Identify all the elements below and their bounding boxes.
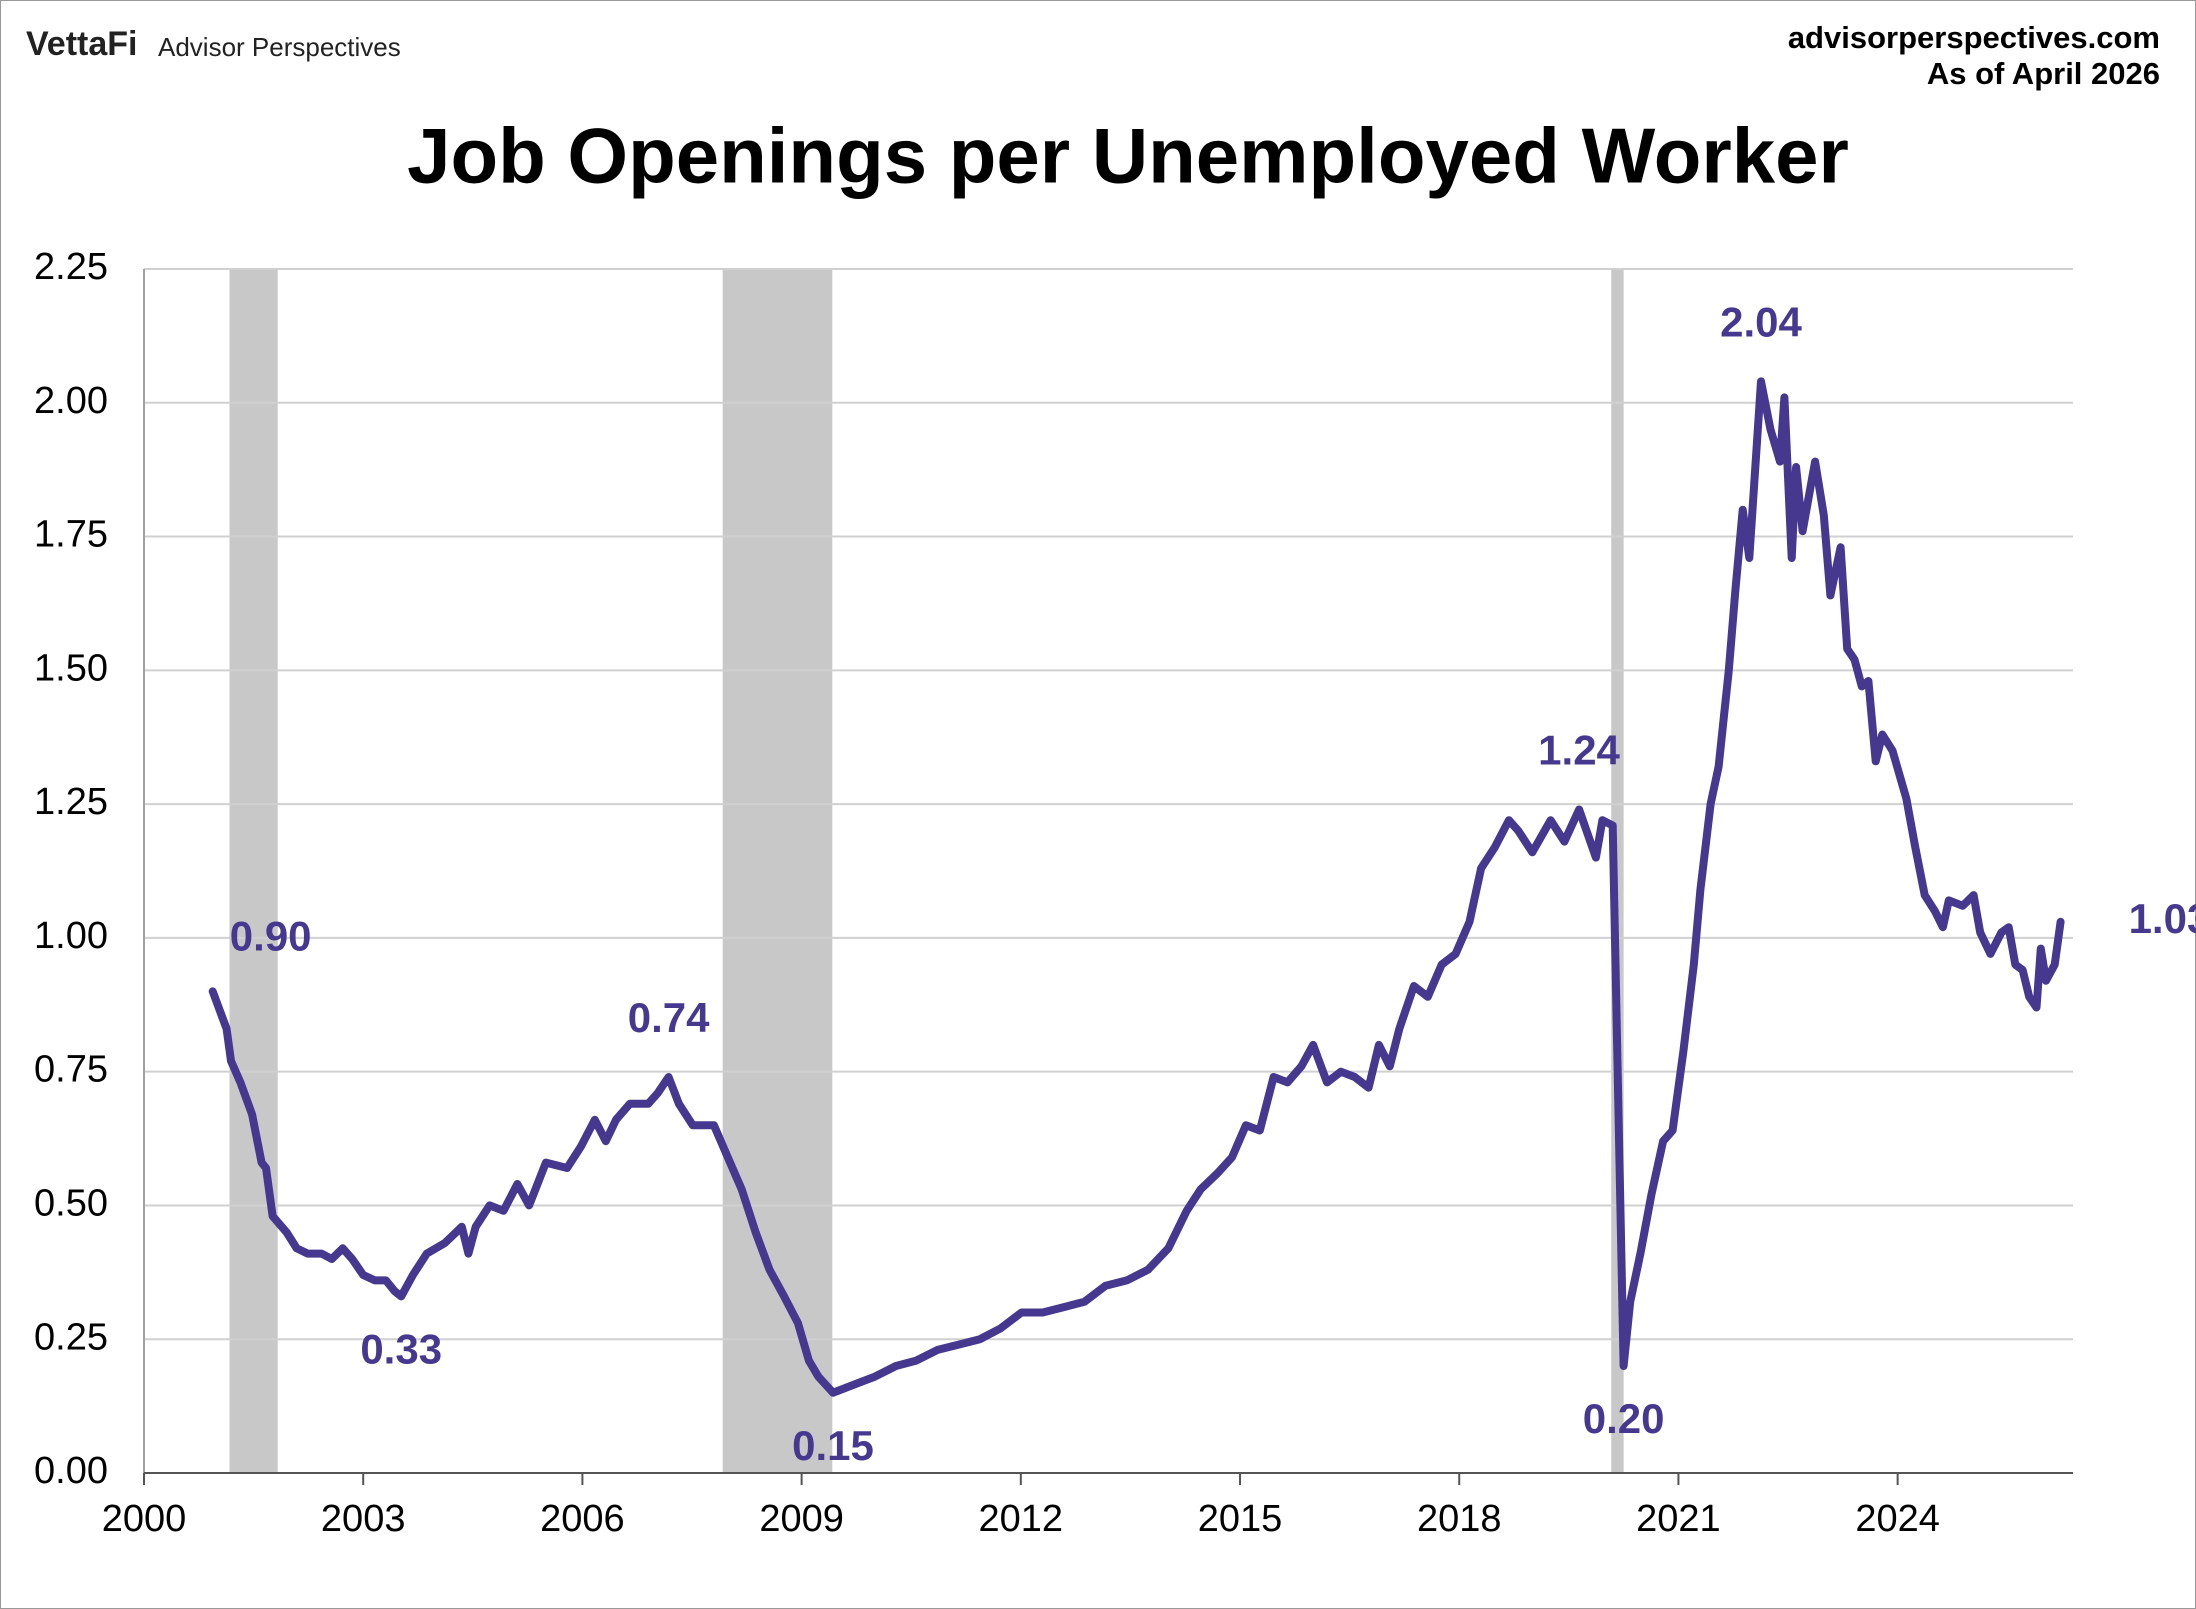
chart-title: Job Openings per Unemployed Worker (407, 112, 1849, 200)
y-tick-label: 0.50 (34, 1182, 108, 1224)
y-tick-label: 1.75 (34, 514, 108, 556)
x-tick-label: 2024 (1855, 1498, 1940, 1540)
series-line (208, 377, 2065, 1397)
data-label: 0.20 (1583, 1395, 1665, 1442)
data-label: 0.74 (628, 994, 710, 1041)
x-tick-label: 2018 (1417, 1498, 1502, 1540)
data-label: 2.04 (1720, 298, 1802, 345)
publisher: Advisor Perspectives (158, 32, 401, 62)
data-label: 0.90 (230, 912, 312, 959)
data-label: 0.33 (360, 1326, 442, 1373)
data-label: 0.15 (792, 1422, 874, 1469)
y-tick-label: 0.00 (34, 1450, 108, 1492)
y-tick-label: 0.25 (34, 1316, 108, 1358)
y-tick-label: 0.75 (34, 1049, 108, 1091)
data-label: 1.24 (1538, 727, 1620, 774)
recession-band (722, 269, 833, 1473)
site: advisorperspectives.com (1788, 20, 2160, 55)
y-tick-label: 1.00 (34, 915, 108, 957)
data-label: 1.03 (2129, 895, 2196, 942)
as-of: As of April 2026 (1927, 56, 2160, 91)
x-tick-label: 2000 (102, 1498, 187, 1540)
x-tick-label: 2015 (1198, 1498, 1283, 1540)
x-tick-label: 2012 (979, 1498, 1064, 1540)
brand: VettaFi (26, 25, 137, 63)
recession-band (229, 269, 278, 1473)
x-tick-label: 2021 (1636, 1498, 1721, 1540)
x-tick-label: 2006 (540, 1498, 625, 1540)
x-tick-label: 2009 (759, 1498, 844, 1540)
y-tick-label: 1.50 (34, 647, 108, 689)
y-tick-label: 1.25 (34, 781, 108, 823)
x-tick-label: 2003 (321, 1498, 406, 1540)
y-tick-label: 2.00 (34, 380, 108, 422)
y-tick-label: 2.25 (34, 246, 108, 288)
